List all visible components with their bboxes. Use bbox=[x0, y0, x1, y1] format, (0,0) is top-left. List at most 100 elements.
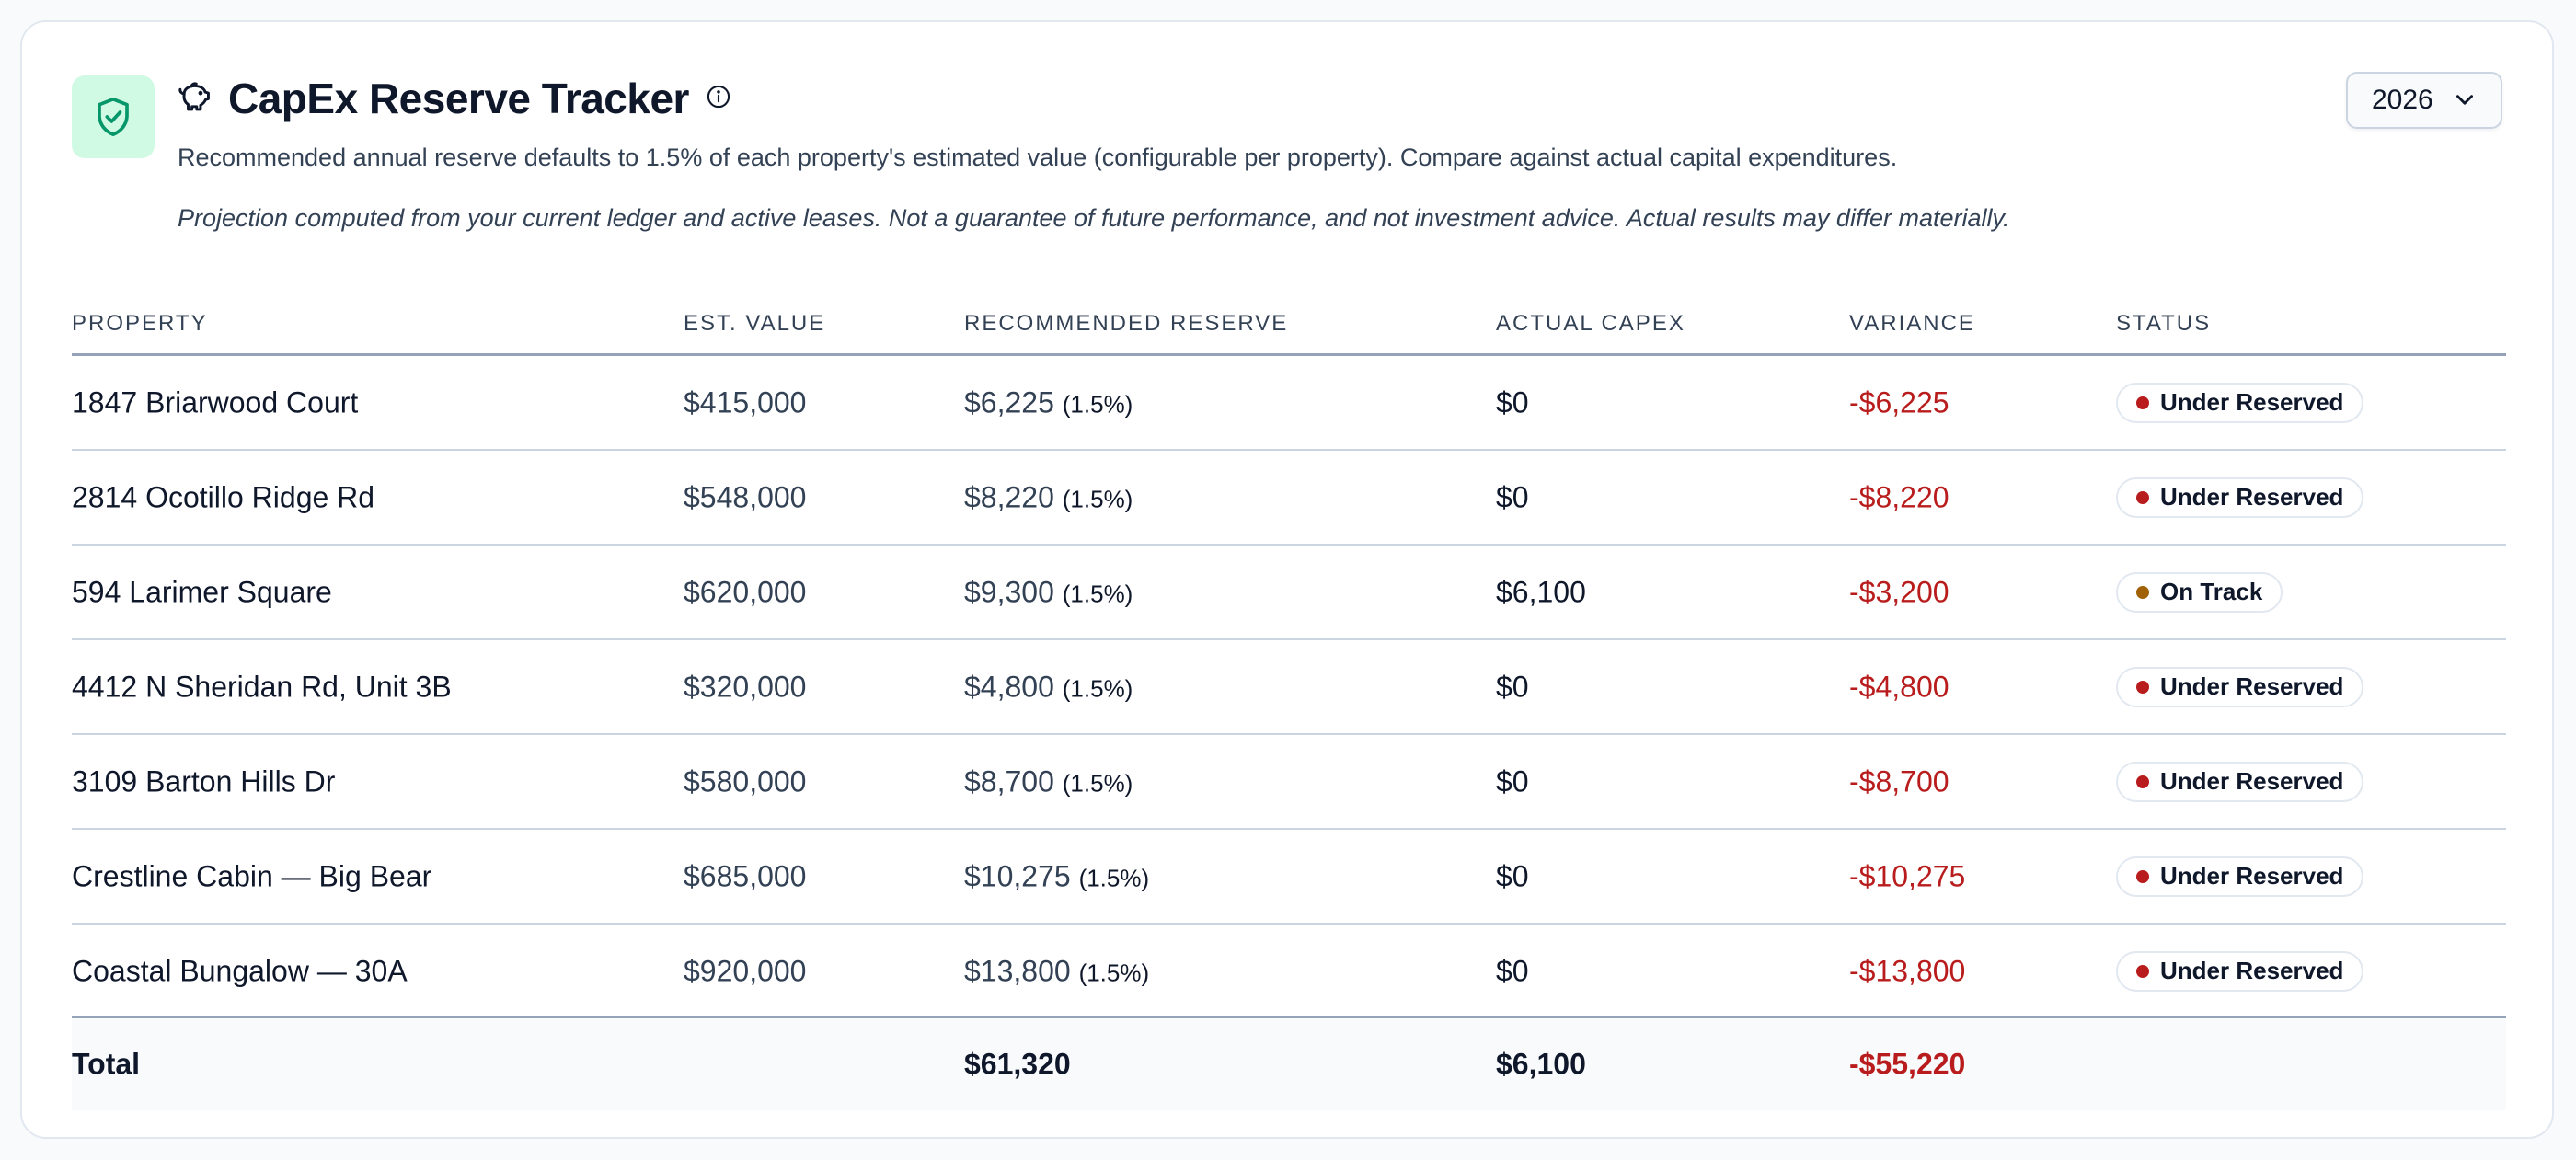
reserve-amount: $4,800 bbox=[964, 670, 1054, 703]
column-header-recommended-reserve[interactable]: RECOMMENDED RESERVE bbox=[964, 311, 1289, 336]
est-value: $320,000 bbox=[684, 670, 807, 703]
column-header-variance[interactable]: VARIANCE bbox=[1849, 311, 1975, 336]
status-badge: On Track bbox=[2116, 571, 2283, 613]
year-select-value: 2026 bbox=[2372, 85, 2433, 115]
status-cell: Under Reserved bbox=[2116, 382, 2364, 423]
recommended-reserve: $9,300 (1.5%) bbox=[964, 575, 1133, 609]
reserve-percent: (1.5%) bbox=[1062, 674, 1133, 702]
status-dot bbox=[2136, 585, 2149, 599]
column-header-status[interactable]: STATUS bbox=[2116, 311, 2212, 336]
actual-capex: $0 bbox=[1496, 954, 1529, 987]
status-cell: Under Reserved bbox=[2116, 666, 2364, 707]
status-dot bbox=[2136, 680, 2149, 694]
status-cell: Under Reserved bbox=[2116, 856, 2364, 897]
status-dot bbox=[2136, 869, 2149, 883]
property-name[interactable]: 1847 Briarwood Court bbox=[72, 385, 359, 419]
title-row: CapEx Reserve Tracker bbox=[177, 74, 731, 123]
variance: -$6,225 bbox=[1849, 385, 1949, 419]
status-label: Under Reserved bbox=[2160, 957, 2344, 984]
page-title: CapEx Reserve Tracker bbox=[228, 75, 689, 122]
actual-capex: $0 bbox=[1496, 480, 1529, 513]
table-row[interactable]: 594 Larimer Square $620,000 $9,300 (1.5%… bbox=[72, 546, 2506, 640]
actual-capex: $0 bbox=[1496, 385, 1529, 419]
table-row[interactable]: Crestline Cabin — Big Bear $685,000 $10,… bbox=[72, 830, 2506, 925]
reserve-table: PROPERTY EST. VALUE RECOMMENDED RESERVE … bbox=[72, 274, 2506, 1110]
recommended-reserve: $13,800 (1.5%) bbox=[964, 954, 1149, 988]
variance: -$3,200 bbox=[1849, 575, 1949, 608]
variance: -$13,800 bbox=[1849, 954, 1966, 987]
reserve-amount: $9,300 bbox=[964, 575, 1054, 608]
chevron-down-icon bbox=[2453, 85, 2477, 116]
property-name[interactable]: Crestline Cabin — Big Bear bbox=[72, 859, 432, 892]
status-dot bbox=[2136, 964, 2149, 978]
status-label: Under Reserved bbox=[2160, 483, 2344, 511]
column-header-actual-capex[interactable]: ACTUAL CAPEX bbox=[1496, 311, 1685, 336]
page-subtitle: Recommended annual reserve defaults to 1… bbox=[178, 144, 1898, 171]
status-cell: Under Reserved bbox=[2116, 950, 2364, 992]
est-value: $548,000 bbox=[684, 480, 807, 513]
total-actual-capex: $6,100 bbox=[1496, 1047, 1586, 1081]
reserve-percent: (1.5%) bbox=[1062, 580, 1133, 607]
status-label: On Track bbox=[2160, 578, 2263, 605]
table-header: PROPERTY EST. VALUE RECOMMENDED RESERVE … bbox=[72, 274, 2506, 356]
reserve-amount: $8,700 bbox=[964, 764, 1054, 798]
column-header-est-value[interactable]: EST. VALUE bbox=[684, 311, 826, 336]
table-total-row: Total $61,320 $6,100 -$55,220 bbox=[72, 1016, 2506, 1110]
actual-capex: $0 bbox=[1496, 859, 1529, 892]
table-row[interactable]: 4412 N Sheridan Rd, Unit 3B $320,000 $4,… bbox=[72, 640, 2506, 735]
reserve-amount: $6,225 bbox=[964, 385, 1054, 419]
status-badge: Under Reserved bbox=[2116, 382, 2364, 423]
actual-capex: $0 bbox=[1496, 764, 1529, 798]
recommended-reserve: $8,700 (1.5%) bbox=[964, 764, 1133, 798]
status-dot bbox=[2136, 490, 2149, 504]
status-badge: Under Reserved bbox=[2116, 666, 2364, 707]
reserve-amount: $10,275 bbox=[964, 859, 1071, 892]
total-reserve: $61,320 bbox=[964, 1047, 1071, 1081]
variance: -$10,275 bbox=[1849, 859, 1966, 892]
actual-capex: $6,100 bbox=[1496, 575, 1586, 608]
recommended-reserve: $6,225 (1.5%) bbox=[964, 385, 1133, 419]
variance: -$8,700 bbox=[1849, 764, 1949, 798]
variance: -$8,220 bbox=[1849, 480, 1949, 513]
info-icon[interactable] bbox=[706, 84, 731, 114]
capex-reserve-card: CapEx Reserve Tracker Recommended annual… bbox=[20, 20, 2554, 1139]
total-variance: -$55,220 bbox=[1849, 1047, 1966, 1081]
total-label: Total bbox=[72, 1047, 141, 1081]
table-row[interactable]: 2814 Ocotillo Ridge Rd $548,000 $8,220 (… bbox=[72, 451, 2506, 546]
table-row[interactable]: Coastal Bungalow — 30A $920,000 $13,800 … bbox=[72, 925, 2506, 1017]
shield-check-icon bbox=[72, 75, 155, 158]
reserve-amount: $13,800 bbox=[964, 954, 1071, 987]
year-select[interactable]: 2026 bbox=[2346, 72, 2502, 129]
property-name[interactable]: 4412 N Sheridan Rd, Unit 3B bbox=[72, 670, 452, 703]
status-badge: Under Reserved bbox=[2116, 761, 2364, 802]
table-row[interactable]: 1847 Briarwood Court $415,000 $6,225 (1.… bbox=[72, 356, 2506, 451]
status-label: Under Reserved bbox=[2160, 767, 2344, 795]
reserve-percent: (1.5%) bbox=[1062, 390, 1133, 418]
est-value: $685,000 bbox=[684, 859, 807, 892]
property-name[interactable]: 594 Larimer Square bbox=[72, 575, 332, 608]
reserve-percent: (1.5%) bbox=[1062, 485, 1133, 512]
status-dot bbox=[2136, 775, 2149, 788]
reserve-amount: $8,220 bbox=[964, 480, 1054, 513]
est-value: $580,000 bbox=[684, 764, 807, 798]
column-header-property[interactable]: PROPERTY bbox=[72, 311, 208, 336]
status-label: Under Reserved bbox=[2160, 862, 2344, 890]
property-name[interactable]: Coastal Bungalow — 30A bbox=[72, 954, 408, 987]
recommended-reserve: $10,275 (1.5%) bbox=[964, 859, 1149, 893]
status-dot bbox=[2136, 396, 2149, 409]
recommended-reserve: $4,800 (1.5%) bbox=[964, 670, 1133, 704]
est-value: $920,000 bbox=[684, 954, 807, 987]
piggy-bank-icon bbox=[177, 81, 212, 117]
reserve-percent: (1.5%) bbox=[1062, 769, 1133, 797]
variance: -$4,800 bbox=[1849, 670, 1949, 703]
est-value: $620,000 bbox=[684, 575, 807, 608]
status-cell: Under Reserved bbox=[2116, 477, 2364, 518]
table-row[interactable]: 3109 Barton Hills Dr $580,000 $8,700 (1.… bbox=[72, 735, 2506, 830]
actual-capex: $0 bbox=[1496, 670, 1529, 703]
property-name[interactable]: 2814 Ocotillo Ridge Rd bbox=[72, 480, 375, 513]
reserve-percent: (1.5%) bbox=[1078, 864, 1150, 891]
property-name[interactable]: 3109 Barton Hills Dr bbox=[72, 764, 336, 798]
status-label: Under Reserved bbox=[2160, 388, 2344, 416]
projection-disclaimer: Projection computed from your current le… bbox=[178, 204, 2010, 232]
status-cell: On Track bbox=[2116, 571, 2283, 613]
